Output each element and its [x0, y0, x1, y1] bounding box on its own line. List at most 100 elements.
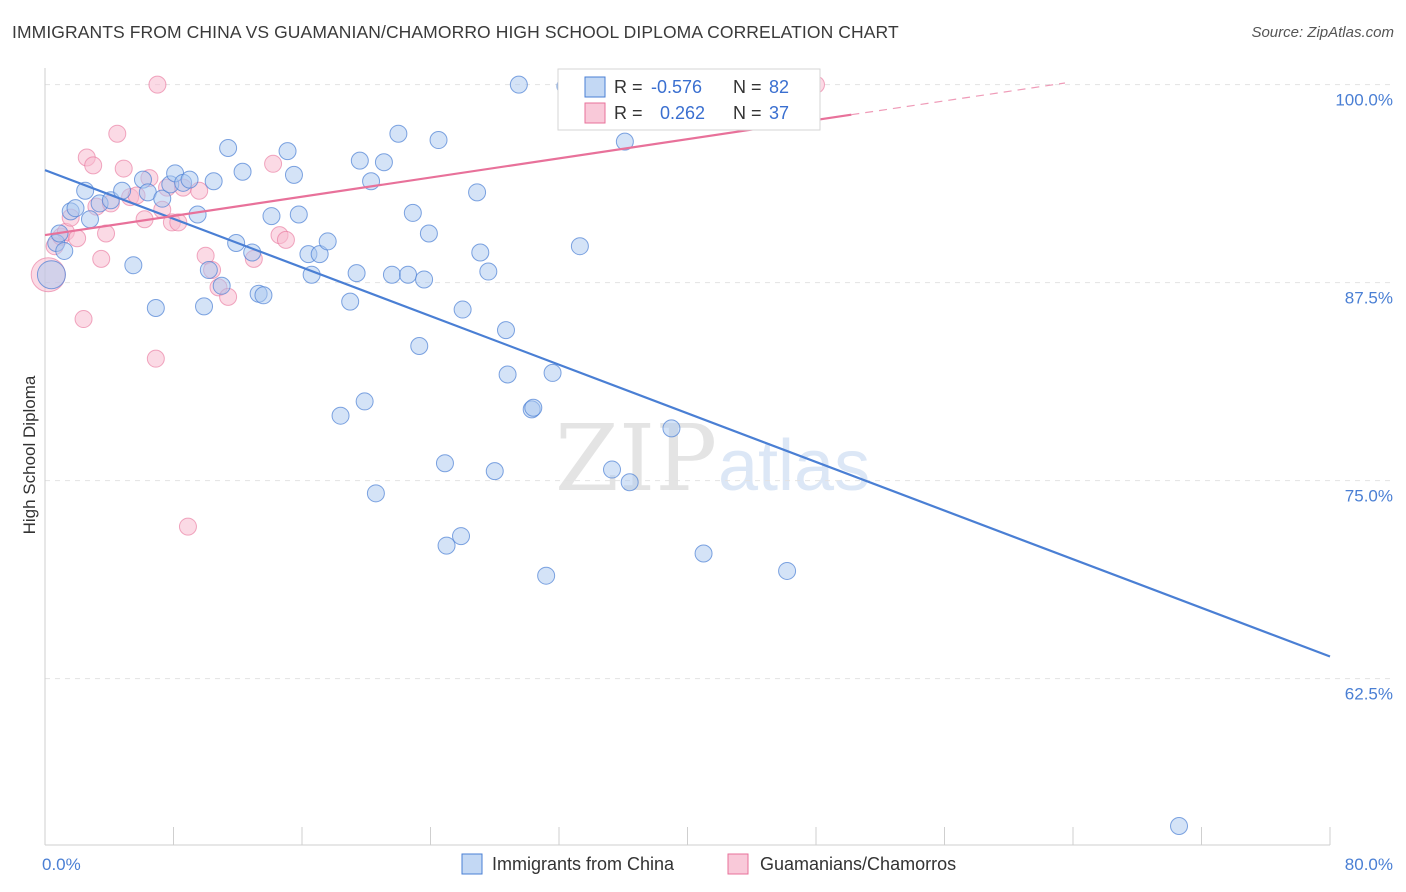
- y-tick-label: 62.5%: [1345, 685, 1393, 704]
- data-point-china: [543, 363, 562, 382]
- data-point-china: [570, 237, 589, 256]
- trend-line-guamanians-extension: [851, 82, 1066, 116]
- y-tick-label: 75.0%: [1345, 487, 1393, 506]
- data-point-china: [399, 265, 418, 284]
- bottom-legend-guamanians: Guamanians/Chamorros: [760, 854, 956, 874]
- bottom-legend-china: Immigrants from China: [492, 854, 675, 874]
- data-point-china: [318, 232, 337, 251]
- data-point-china: [694, 544, 713, 563]
- data-point-china: [212, 276, 231, 295]
- data-point-china: [36, 260, 66, 290]
- data-point-china: [153, 189, 172, 208]
- legend-n-label-2: N =: [733, 103, 762, 123]
- data-point-china: [195, 297, 214, 316]
- data-point-china: [509, 75, 528, 94]
- chart-title: IMMIGRANTS FROM CHINA VS GUAMANIAN/CHAMO…: [12, 22, 899, 42]
- data-point-china: [146, 298, 165, 317]
- legend-r-value-1: -0.576: [651, 77, 702, 97]
- data-point-china: [382, 265, 401, 284]
- data-point-guamanians: [74, 310, 93, 329]
- source-label: Source: ZipAtlas.com: [1251, 24, 1394, 41]
- data-point-china: [435, 454, 454, 473]
- legend-swatch-blue: [584, 76, 606, 98]
- correlation-legend: R = -0.576 N = 82 R = 0.262 N = 37: [557, 68, 821, 131]
- data-point-guamanians: [92, 249, 111, 268]
- data-point-china: [254, 286, 273, 305]
- data-point-china: [615, 132, 634, 151]
- data-point-guamanians: [114, 159, 133, 178]
- tick-labels: 100.0% 87.5% 75.0% 62.5% 0.0% 80.0%: [42, 91, 1393, 874]
- data-point-china: [55, 241, 74, 260]
- data-point-china: [415, 270, 434, 289]
- data-point-china: [124, 256, 143, 275]
- y-axis-label: High School Diploma: [20, 375, 39, 534]
- data-point-china: [471, 243, 490, 262]
- data-point-china: [524, 398, 543, 417]
- trend-line-china: [44, 169, 1331, 658]
- data-point-china: [389, 124, 408, 143]
- data-point-guamanians: [108, 124, 127, 143]
- data-point-china: [278, 142, 297, 161]
- data-point-china: [403, 203, 422, 222]
- data-point-china: [331, 406, 350, 425]
- data-point-china: [66, 199, 85, 218]
- data-point-china: [496, 321, 515, 340]
- data-point-china: [479, 262, 498, 281]
- data-point-china: [419, 224, 438, 243]
- data-point-guamanians: [178, 517, 197, 536]
- data-point-china: [219, 138, 238, 157]
- y-tick-label: 87.5%: [1345, 289, 1393, 308]
- data-point-china: [620, 473, 639, 492]
- data-point-china: [603, 460, 622, 479]
- data-point-china: [429, 131, 448, 150]
- data-point-china: [180, 170, 199, 189]
- data-point-china: [199, 260, 218, 279]
- data-point-china: [778, 561, 797, 580]
- data-point-china: [485, 462, 504, 481]
- legend-n-value-1: 82: [769, 77, 789, 97]
- data-point-china: [350, 151, 369, 170]
- data-point-china: [341, 292, 360, 311]
- data-point-china: [537, 566, 556, 585]
- data-point-china: [452, 527, 471, 546]
- data-point-china: [204, 172, 223, 191]
- x-tick-label: 80.0%: [1345, 855, 1393, 874]
- data-point-guamanians: [146, 349, 165, 368]
- data-point-china: [262, 207, 281, 226]
- x-tick-label: 0.0%: [42, 855, 81, 874]
- trend-line-guamanians: [44, 113, 852, 237]
- data-point-china: [355, 392, 374, 411]
- data-point-china: [289, 205, 308, 224]
- data-point-china: [310, 245, 329, 264]
- legend-r-label-2: R =: [614, 103, 643, 123]
- y-tick-label: 100.0%: [1335, 91, 1393, 110]
- data-point-china: [498, 365, 517, 384]
- watermark-atlas: atlas: [718, 426, 870, 506]
- data-point-china: [347, 264, 366, 283]
- data-point-guamanians: [276, 230, 295, 249]
- data-point-guamanians: [84, 156, 103, 175]
- legend-n-value-2: 37: [769, 103, 789, 123]
- legend-r-value-2: 0.262: [660, 103, 705, 123]
- legend-r-label-1: R =: [614, 77, 643, 97]
- trend-lines: [44, 82, 1331, 658]
- data-point-china: [366, 484, 385, 503]
- data-point-guamanians: [148, 75, 167, 94]
- data-point-guamanians: [264, 154, 283, 173]
- legend-swatch-pink: [584, 102, 606, 124]
- legend-n-label-1: N =: [733, 77, 762, 97]
- series-legend: Immigrants from China Guamanians/Chamorr…: [461, 853, 956, 875]
- bottom-legend-swatch-pink: [727, 853, 749, 875]
- axes: [44, 68, 1331, 846]
- data-point-china: [284, 165, 303, 184]
- data-point-china: [410, 336, 429, 355]
- data-point-china: [233, 162, 252, 181]
- data-point-china: [453, 300, 472, 319]
- data-point-china: [1170, 816, 1189, 835]
- data-point-china: [662, 419, 681, 438]
- data-point-china: [437, 536, 456, 555]
- data-point-china: [188, 205, 207, 224]
- data-point-china: [374, 153, 393, 172]
- data-point-china: [468, 183, 487, 202]
